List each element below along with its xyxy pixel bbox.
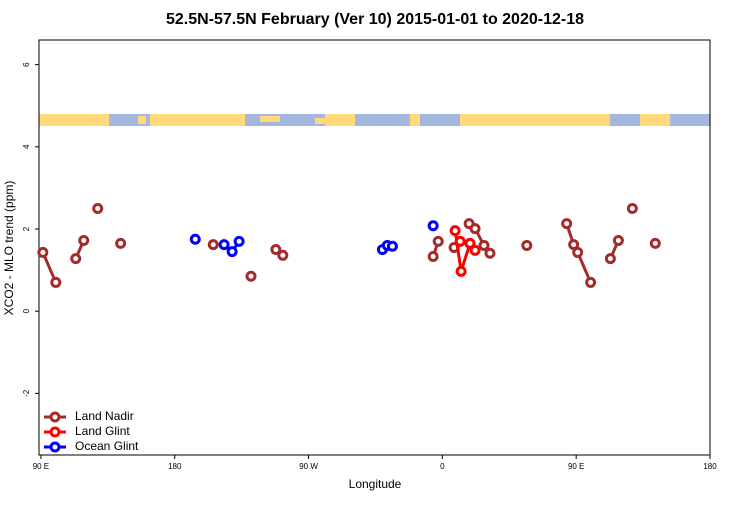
data-point [277, 249, 289, 261]
legend-label: Ocean Glint [75, 439, 139, 453]
data-point [233, 235, 245, 247]
data-point [469, 244, 481, 256]
data-point [649, 237, 661, 249]
x-axis-label: Longitude [349, 477, 402, 491]
legend-label: Land Nadir [75, 409, 134, 423]
data-point [70, 253, 82, 265]
data-point [455, 265, 467, 277]
data-point [226, 246, 238, 258]
map-strip [39, 114, 710, 126]
data-point [50, 276, 62, 288]
data-point [585, 276, 597, 288]
data-point [568, 239, 580, 251]
y-tick-label: -2 [22, 389, 31, 397]
data-point [189, 233, 201, 245]
data-point [478, 239, 490, 251]
x-tick-label: 0 [440, 462, 445, 471]
y-tick-label: 4 [22, 144, 31, 149]
data-point [432, 235, 444, 247]
y-tick-label: 2 [22, 226, 31, 231]
series-line [43, 224, 655, 283]
data-point [612, 235, 624, 247]
data-point [626, 202, 638, 214]
data-point [270, 244, 282, 256]
data-point [604, 253, 616, 265]
legend-marker [49, 426, 61, 438]
data-point [78, 235, 90, 247]
plot-frame [38, 39, 711, 456]
data-point [218, 239, 230, 251]
data-point [572, 246, 584, 258]
data-point [484, 247, 496, 259]
data-point [115, 237, 127, 249]
x-tick-label: 90 E [568, 462, 584, 471]
y-tick-label: 0 [22, 308, 31, 313]
data-point [37, 246, 49, 258]
legend-marker [49, 411, 61, 423]
x-tick-label: 90 E [33, 462, 49, 471]
data-point [521, 239, 533, 251]
data-point [469, 223, 481, 235]
legend-marker [49, 441, 61, 453]
data-point [245, 270, 257, 282]
y-tick-label: 6 [22, 62, 31, 67]
data-point [386, 240, 398, 252]
x-tick-label: 90 W [299, 462, 318, 471]
data-point [92, 202, 104, 214]
y-axis-label: XCO2 - MLO trend (ppm) [2, 181, 16, 316]
data-point [449, 225, 461, 237]
x-tick-label: 180 [168, 462, 182, 471]
legend-label: Land Glint [75, 424, 130, 438]
data-point [427, 251, 439, 263]
data-point [454, 235, 466, 247]
x-tick-label: 180 [703, 462, 717, 471]
data-point [207, 239, 219, 251]
data-point [561, 218, 573, 230]
series-line [224, 226, 433, 252]
chart-title: 52.5N-57.5N February (Ver 10) 2015-01-01… [166, 11, 584, 28]
data-point [464, 237, 476, 249]
data-point [427, 220, 439, 232]
